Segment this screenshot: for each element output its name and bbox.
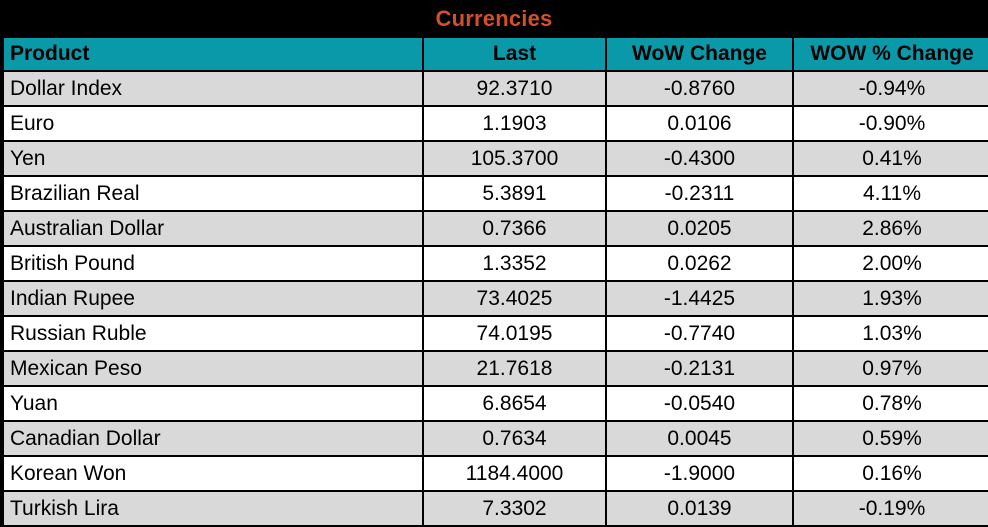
cell-wow-change: 0.0205: [605, 210, 794, 247]
table-body: Dollar Index 92.3710 -0.8760 -0.94% Euro 1.19…: [2, 70, 988, 527]
table-row: Mexican Peso 21.7618 -0.2131 0.97%: [2, 350, 988, 387]
cell-last: 1184.4000: [422, 455, 607, 492]
cell-product: Mexican Peso: [2, 350, 424, 387]
cell-wow-change: 0.0045: [605, 420, 794, 457]
cell-product: Indian Rupee: [2, 280, 424, 317]
table-row: Russian Ruble 74.0195 -0.7740 1.03%: [2, 315, 988, 352]
column-header-wow-change: WoW Change: [605, 36, 794, 72]
cell-wow-change: -0.7740: [605, 315, 794, 352]
cell-wow-pct-change: 0.41%: [792, 140, 988, 177]
cell-last: 105.3700: [422, 140, 607, 177]
column-header-last: Last: [422, 36, 607, 72]
cell-wow-pct-change: -0.90%: [792, 105, 988, 142]
cell-wow-pct-change: 1.93%: [792, 280, 988, 317]
cell-product: Dollar Index: [2, 70, 424, 107]
cell-wow-change: 0.0262: [605, 245, 794, 282]
table-row: Australian Dollar 0.7366 0.0205 2.86%: [2, 210, 988, 247]
cell-last: 21.7618: [422, 350, 607, 387]
column-header-product: Product: [2, 36, 424, 72]
table-row: Brazilian Real 5.3891 -0.2311 4.11%: [2, 175, 988, 212]
table-row: Yen 105.3700 -0.4300 0.41%: [2, 140, 988, 177]
cell-wow-change: -0.8760: [605, 70, 794, 107]
cell-wow-pct-change: 2.86%: [792, 210, 988, 247]
cell-wow-pct-change: -0.94%: [792, 70, 988, 107]
cell-wow-pct-change: 1.03%: [792, 315, 988, 352]
cell-wow-change: -0.0540: [605, 385, 794, 422]
cell-product: Canadian Dollar: [2, 420, 424, 457]
cell-last: 7.3302: [422, 490, 607, 527]
cell-last: 0.7634: [422, 420, 607, 457]
cell-last: 74.0195: [422, 315, 607, 352]
cell-wow-change: -0.2311: [605, 175, 794, 212]
table-row: Euro 1.1903 0.0106 -0.90%: [2, 105, 988, 142]
cell-last: 92.3710: [422, 70, 607, 107]
column-header-wow-pct-change: WOW % Change: [792, 36, 988, 72]
cell-wow-pct-change: 0.16%: [792, 455, 988, 492]
cell-product: Australian Dollar: [2, 210, 424, 247]
cell-product: Yuan: [2, 385, 424, 422]
currencies-table: Product Last WoW Change WOW % Change Dol…: [2, 36, 988, 527]
table-row: Korean Won 1184.4000 -1.9000 0.16%: [2, 455, 988, 492]
header-row: Product Last WoW Change WOW % Change: [2, 36, 988, 72]
table-row: Canadian Dollar 0.7634 0.0045 0.59%: [2, 420, 988, 457]
cell-wow-pct-change: 0.59%: [792, 420, 988, 457]
cell-last: 1.3352: [422, 245, 607, 282]
cell-wow-pct-change: -0.19%: [792, 490, 988, 527]
cell-wow-pct-change: 4.11%: [792, 175, 988, 212]
cell-wow-change: -0.4300: [605, 140, 794, 177]
cell-wow-change: 0.0106: [605, 105, 794, 142]
cell-last: 73.4025: [422, 280, 607, 317]
table-row: Yuan 6.8654 -0.0540 0.78%: [2, 385, 988, 422]
cell-wow-change: -1.9000: [605, 455, 794, 492]
cell-product: Yen: [2, 140, 424, 177]
cell-wow-pct-change: 0.78%: [792, 385, 988, 422]
cell-last: 1.1903: [422, 105, 607, 142]
table-row: Indian Rupee 73.4025 -1.4425 1.93%: [2, 280, 988, 317]
table-row: Dollar Index 92.3710 -0.8760 -0.94%: [2, 70, 988, 107]
cell-last: 0.7366: [422, 210, 607, 247]
table-title-bar: Currencies: [2, 2, 986, 36]
table-row: British Pound 1.3352 0.0262 2.00%: [2, 245, 988, 282]
cell-last: 5.3891: [422, 175, 607, 212]
cell-wow-change: -1.4425: [605, 280, 794, 317]
cell-wow-pct-change: 2.00%: [792, 245, 988, 282]
cell-last: 6.8654: [422, 385, 607, 422]
cell-product: Brazilian Real: [2, 175, 424, 212]
cell-product: Korean Won: [2, 455, 424, 492]
cell-wow-change: 0.0139: [605, 490, 794, 527]
cell-wow-pct-change: 0.97%: [792, 350, 988, 387]
cell-product: Euro: [2, 105, 424, 142]
cell-wow-change: -0.2131: [605, 350, 794, 387]
table-title: Currencies: [435, 6, 553, 31]
cell-product: Turkish Lira: [2, 490, 424, 527]
cell-product: Russian Ruble: [2, 315, 424, 352]
table-row: Turkish Lira 7.3302 0.0139 -0.19%: [2, 490, 988, 527]
cell-product: British Pound: [2, 245, 424, 282]
